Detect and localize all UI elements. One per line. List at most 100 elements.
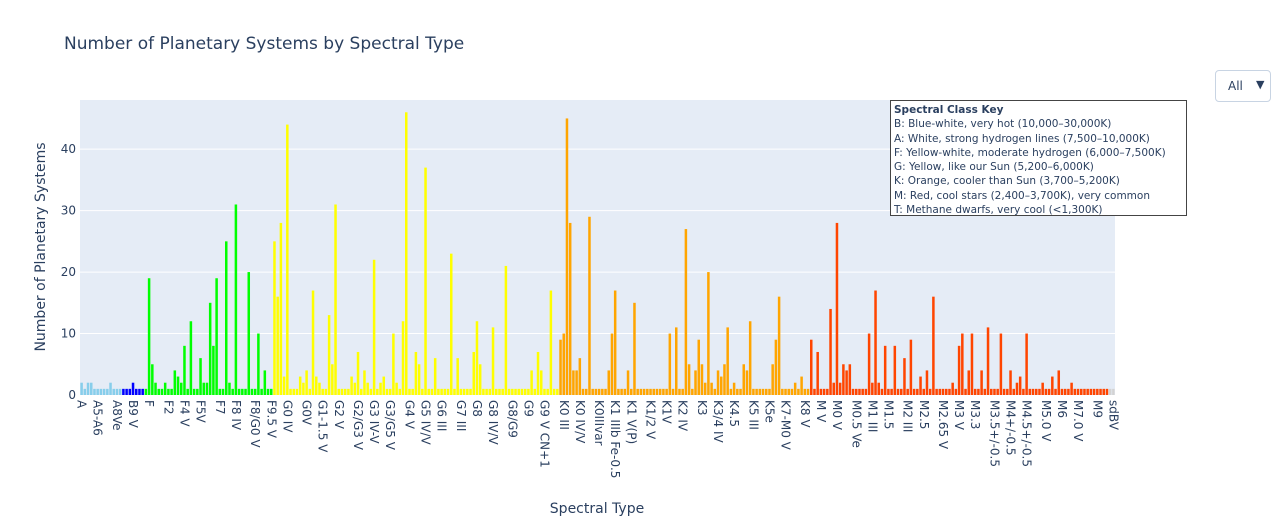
bar[interactable] xyxy=(562,333,566,395)
bar[interactable] xyxy=(658,388,662,395)
bar[interactable] xyxy=(167,388,170,395)
bar[interactable] xyxy=(745,370,749,395)
bar[interactable] xyxy=(585,388,588,395)
bar[interactable] xyxy=(713,388,717,395)
bar[interactable] xyxy=(552,388,556,395)
bar[interactable] xyxy=(1112,388,1115,395)
bar[interactable] xyxy=(424,167,427,395)
bar[interactable] xyxy=(694,370,697,395)
bar[interactable] xyxy=(533,388,537,395)
bar[interactable] xyxy=(848,364,852,395)
bar[interactable] xyxy=(633,302,636,395)
bar[interactable] xyxy=(961,333,964,395)
bar[interactable] xyxy=(343,388,347,395)
bar[interactable] xyxy=(318,382,321,395)
bar[interactable] xyxy=(874,290,877,395)
bar[interactable] xyxy=(376,388,379,395)
bar[interactable] xyxy=(903,358,906,396)
bar[interactable] xyxy=(202,382,206,395)
bar[interactable] xyxy=(504,265,508,395)
bar[interactable] xyxy=(681,388,684,395)
bar[interactable] xyxy=(298,376,302,395)
bar[interactable] xyxy=(684,229,688,395)
bar[interactable] xyxy=(327,315,331,395)
bar[interactable] xyxy=(861,388,864,395)
bar[interactable] xyxy=(572,370,575,395)
bar[interactable] xyxy=(816,351,819,395)
bar[interactable] xyxy=(115,388,119,395)
bar[interactable] xyxy=(234,204,238,395)
bar[interactable] xyxy=(106,388,109,395)
bar[interactable] xyxy=(540,370,543,395)
bar[interactable] xyxy=(1018,376,1022,395)
bar[interactable] xyxy=(196,388,199,395)
bar[interactable] xyxy=(1006,388,1009,395)
bar[interactable] xyxy=(996,388,999,395)
bar[interactable] xyxy=(919,376,922,395)
bar[interactable] xyxy=(781,388,784,395)
bar[interactable] xyxy=(945,388,948,395)
bar[interactable] xyxy=(225,241,228,395)
bar[interactable] xyxy=(1080,388,1083,395)
bar[interactable] xyxy=(321,388,324,395)
bar[interactable] xyxy=(935,388,938,395)
bar[interactable] xyxy=(697,339,701,395)
bar[interactable] xyxy=(491,327,495,395)
bar[interactable] xyxy=(687,364,691,395)
bar[interactable] xyxy=(289,388,292,395)
bar[interactable] xyxy=(151,364,154,395)
bar[interactable] xyxy=(456,358,459,396)
bar[interactable] xyxy=(433,358,437,396)
bar[interactable] xyxy=(1022,388,1025,395)
bar[interactable] xyxy=(478,364,482,395)
bar[interactable] xyxy=(218,388,222,395)
bar[interactable] xyxy=(993,388,996,395)
bar[interactable] xyxy=(957,345,961,395)
bar[interactable] xyxy=(501,388,504,395)
bar[interactable] xyxy=(1092,388,1096,395)
bar[interactable] xyxy=(276,296,279,395)
bar[interactable] xyxy=(784,388,787,395)
bar[interactable] xyxy=(649,388,652,395)
bar[interactable] xyxy=(1038,388,1041,395)
bar[interactable] xyxy=(472,351,476,395)
bar[interactable] xyxy=(495,388,498,395)
bar[interactable] xyxy=(819,388,823,395)
bar[interactable] xyxy=(514,388,517,395)
bar[interactable] xyxy=(180,382,183,395)
bar[interactable] xyxy=(829,308,832,395)
bar[interactable] xyxy=(646,388,649,395)
bar[interactable] xyxy=(871,382,874,395)
bar[interactable] xyxy=(414,351,418,395)
bar[interactable] xyxy=(421,388,424,395)
bar[interactable] xyxy=(302,382,305,395)
bar[interactable] xyxy=(568,222,572,395)
bar[interactable] xyxy=(466,388,469,395)
bar[interactable] xyxy=(1009,370,1012,395)
bar[interactable] xyxy=(1031,388,1035,395)
bar[interactable] xyxy=(527,388,530,395)
bar[interactable] xyxy=(1089,388,1093,395)
bar[interactable] xyxy=(777,296,781,395)
bar[interactable] xyxy=(720,376,723,395)
bar[interactable] xyxy=(864,388,868,395)
bar[interactable] xyxy=(575,370,578,395)
bar[interactable] xyxy=(1073,388,1077,395)
bar[interactable] xyxy=(347,388,350,395)
bar[interactable] xyxy=(186,388,189,395)
bar[interactable] xyxy=(1002,388,1006,395)
bar[interactable] xyxy=(691,388,694,395)
bar[interactable] xyxy=(890,388,893,395)
bar[interactable] xyxy=(459,388,463,395)
bar[interactable] xyxy=(520,388,524,395)
bar[interactable] xyxy=(1108,388,1112,395)
bar[interactable] xyxy=(427,388,431,395)
bar[interactable] xyxy=(594,388,598,395)
bar[interactable] xyxy=(160,388,164,395)
bar[interactable] xyxy=(909,339,913,395)
bar[interactable] xyxy=(900,388,903,395)
bar[interactable] xyxy=(588,216,591,395)
bar[interactable] xyxy=(771,364,774,395)
bar[interactable] xyxy=(1012,388,1016,395)
bar[interactable] xyxy=(565,118,569,395)
